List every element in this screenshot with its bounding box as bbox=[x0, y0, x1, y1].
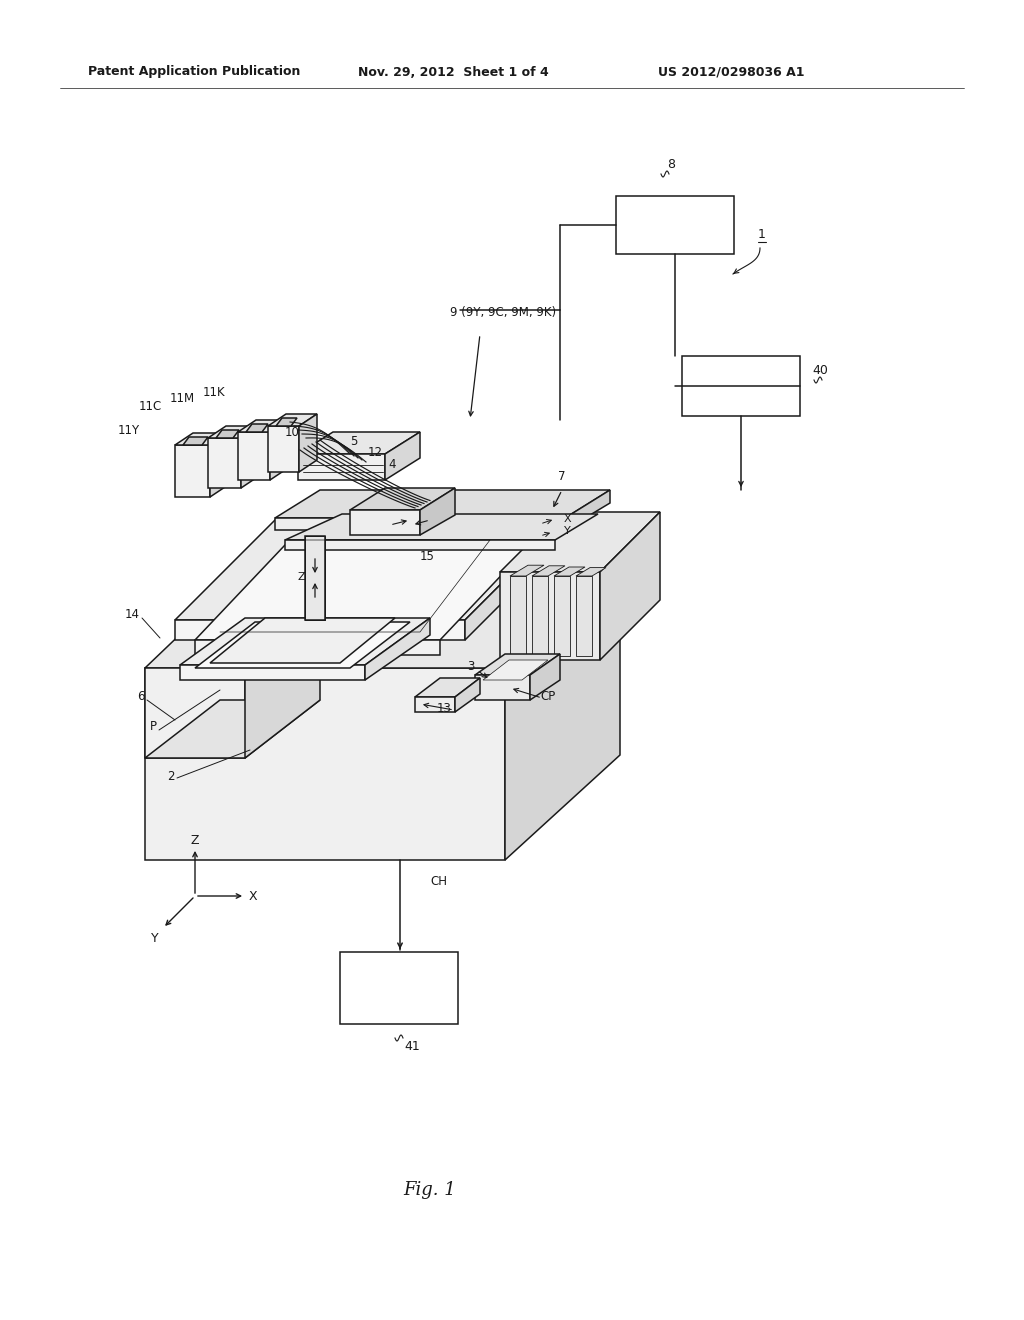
Text: CP: CP bbox=[540, 690, 555, 704]
Bar bbox=[616, 195, 734, 253]
Text: 2: 2 bbox=[168, 770, 175, 783]
Polygon shape bbox=[415, 697, 455, 711]
Polygon shape bbox=[554, 576, 570, 656]
Text: X: X bbox=[564, 513, 571, 524]
Polygon shape bbox=[275, 490, 610, 517]
Polygon shape bbox=[270, 420, 288, 480]
Polygon shape bbox=[299, 414, 317, 473]
Polygon shape bbox=[475, 675, 530, 700]
Text: Z: Z bbox=[190, 833, 200, 846]
Polygon shape bbox=[530, 653, 560, 700]
Text: 8: 8 bbox=[667, 158, 675, 172]
Polygon shape bbox=[505, 558, 620, 861]
Polygon shape bbox=[238, 432, 270, 480]
Polygon shape bbox=[145, 668, 505, 861]
Text: X: X bbox=[249, 890, 257, 903]
Polygon shape bbox=[275, 517, 565, 531]
Text: 40: 40 bbox=[812, 364, 827, 378]
Polygon shape bbox=[241, 426, 259, 488]
Text: US 2012/0298036 A1: US 2012/0298036 A1 bbox=[658, 66, 805, 78]
Polygon shape bbox=[145, 668, 245, 758]
Text: 14: 14 bbox=[125, 609, 140, 620]
Text: 7: 7 bbox=[558, 470, 565, 483]
Text: 9 (9Y, 9C, 9M, 9K): 9 (9Y, 9C, 9M, 9K) bbox=[450, 306, 556, 319]
Bar bbox=[340, 952, 458, 1024]
Text: 1: 1 bbox=[758, 228, 766, 242]
Polygon shape bbox=[183, 437, 208, 445]
Polygon shape bbox=[285, 513, 598, 540]
Text: CH: CH bbox=[430, 875, 447, 888]
Polygon shape bbox=[483, 660, 548, 680]
Polygon shape bbox=[575, 568, 606, 576]
Text: Patent Application Publication: Patent Application Publication bbox=[88, 66, 300, 78]
Text: P: P bbox=[150, 719, 157, 733]
Text: 13: 13 bbox=[437, 702, 452, 715]
Polygon shape bbox=[175, 433, 228, 445]
Polygon shape bbox=[600, 512, 660, 660]
Text: 10: 10 bbox=[285, 426, 300, 440]
Polygon shape bbox=[350, 510, 420, 535]
Polygon shape bbox=[285, 540, 555, 550]
Text: Y: Y bbox=[564, 525, 570, 536]
Polygon shape bbox=[500, 512, 660, 572]
Polygon shape bbox=[216, 430, 239, 438]
Polygon shape bbox=[145, 700, 319, 758]
Polygon shape bbox=[465, 520, 565, 640]
Polygon shape bbox=[305, 536, 325, 620]
Text: 5: 5 bbox=[350, 436, 357, 447]
Polygon shape bbox=[298, 454, 385, 480]
Polygon shape bbox=[210, 433, 228, 498]
Text: 41: 41 bbox=[404, 1040, 420, 1053]
Polygon shape bbox=[175, 620, 465, 640]
Text: 11K: 11K bbox=[203, 385, 225, 399]
Polygon shape bbox=[385, 432, 420, 480]
Text: 11M: 11M bbox=[170, 392, 195, 405]
Polygon shape bbox=[532, 576, 548, 656]
Polygon shape bbox=[298, 432, 420, 454]
Text: Y: Y bbox=[152, 932, 159, 945]
Polygon shape bbox=[554, 568, 585, 576]
Polygon shape bbox=[268, 426, 299, 473]
Polygon shape bbox=[175, 520, 565, 620]
Polygon shape bbox=[238, 420, 288, 432]
Text: 15: 15 bbox=[420, 550, 435, 564]
Bar bbox=[682, 356, 800, 416]
Polygon shape bbox=[500, 572, 600, 660]
Polygon shape bbox=[246, 424, 268, 432]
Polygon shape bbox=[510, 576, 526, 656]
Polygon shape bbox=[276, 418, 297, 426]
Polygon shape bbox=[415, 678, 480, 697]
Text: 3: 3 bbox=[468, 660, 475, 673]
Polygon shape bbox=[195, 640, 440, 655]
Text: 12: 12 bbox=[368, 446, 383, 459]
Polygon shape bbox=[268, 414, 317, 426]
Polygon shape bbox=[565, 490, 610, 531]
Polygon shape bbox=[145, 558, 620, 668]
Polygon shape bbox=[195, 545, 530, 640]
Text: Z: Z bbox=[297, 572, 304, 582]
Polygon shape bbox=[245, 612, 319, 758]
Text: Fig. 1: Fig. 1 bbox=[403, 1181, 457, 1199]
Polygon shape bbox=[208, 438, 241, 488]
Polygon shape bbox=[180, 618, 430, 665]
Polygon shape bbox=[175, 445, 210, 498]
Polygon shape bbox=[208, 426, 259, 438]
Polygon shape bbox=[350, 488, 455, 510]
Text: 11C: 11C bbox=[138, 400, 162, 413]
Text: 11Y: 11Y bbox=[118, 424, 140, 437]
Polygon shape bbox=[475, 653, 560, 675]
Polygon shape bbox=[365, 618, 430, 680]
Polygon shape bbox=[575, 576, 592, 656]
Polygon shape bbox=[195, 622, 410, 668]
Polygon shape bbox=[455, 678, 480, 711]
Polygon shape bbox=[180, 665, 365, 680]
Polygon shape bbox=[532, 566, 565, 576]
Text: Nov. 29, 2012  Sheet 1 of 4: Nov. 29, 2012 Sheet 1 of 4 bbox=[358, 66, 549, 78]
Text: 4: 4 bbox=[388, 458, 395, 471]
Text: 6: 6 bbox=[137, 690, 145, 704]
Polygon shape bbox=[420, 488, 455, 535]
Polygon shape bbox=[210, 618, 395, 663]
Polygon shape bbox=[510, 565, 544, 576]
